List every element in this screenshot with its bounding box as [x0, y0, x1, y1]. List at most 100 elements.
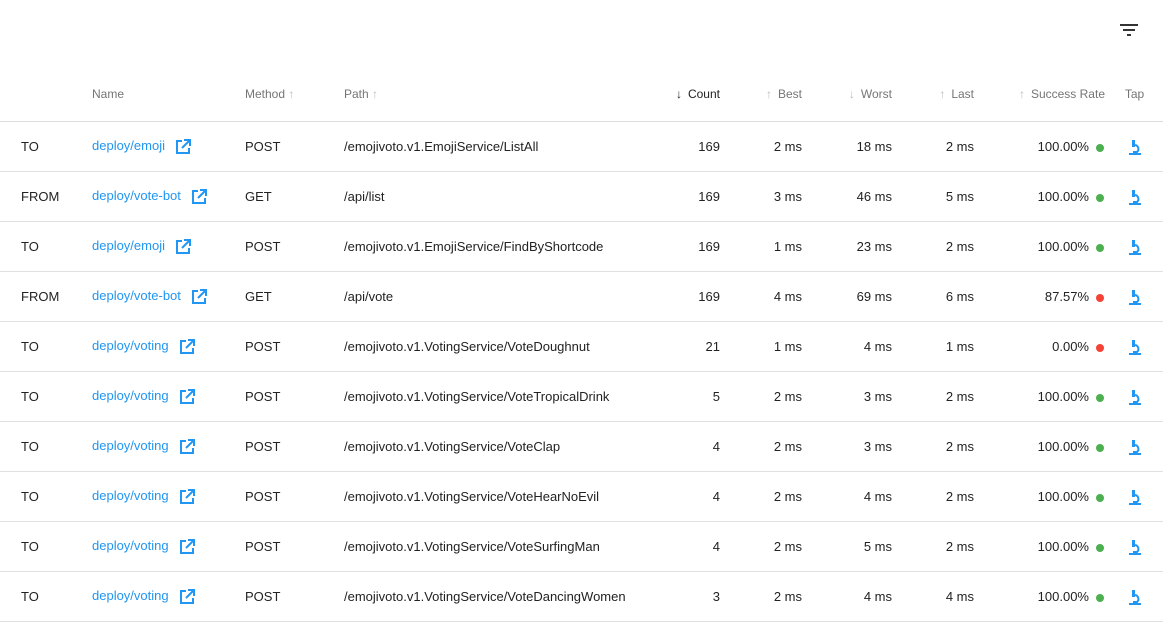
column-last[interactable]: ↑ Last — [893, 67, 975, 122]
open-in-new-icon[interactable] — [179, 388, 195, 405]
table-row: TO deploy/emoji POST /emojivoto.v1.Emoji… — [0, 221, 1163, 272]
last-latency: 1 ms — [893, 321, 975, 372]
column-method[interactable]: Method ↑ — [244, 67, 343, 122]
path: /emojivoto.v1.VotingService/VoteTropical… — [343, 371, 645, 422]
resource-cell: deploy/voting — [91, 321, 244, 372]
resource-link[interactable]: deploy/emoji — [92, 138, 165, 154]
table-header: Name Method ↑ Path ↑ ↓ Count ↑ Best ↓ Worst… — [0, 67, 1163, 122]
column-path[interactable]: Path ↑ — [343, 67, 645, 122]
worst-latency: 4 ms — [803, 571, 893, 622]
method: POST — [244, 121, 343, 172]
table-row: FROM deploy/vote-bot GET /api/list 169 3… — [0, 171, 1163, 222]
resource-link[interactable]: deploy/voting — [92, 538, 169, 554]
column-best[interactable]: ↑ Best — [721, 67, 803, 122]
resource-link[interactable]: deploy/voting — [92, 438, 169, 454]
column-name[interactable]: Name — [91, 67, 244, 122]
count: 4 — [645, 521, 721, 572]
count: 169 — [645, 121, 721, 172]
worst-latency: 18 ms — [803, 121, 893, 172]
open-in-new-icon[interactable] — [179, 588, 195, 605]
best-latency: 2 ms — [721, 121, 803, 172]
status-dot-icon — [1096, 543, 1104, 552]
path: /emojivoto.v1.EmojiService/FindByShortco… — [343, 221, 645, 272]
best-latency: 2 ms — [721, 471, 803, 522]
open-in-new-icon[interactable] — [175, 138, 191, 155]
last-latency: 2 ms — [893, 421, 975, 472]
open-in-new-icon[interactable] — [191, 288, 207, 305]
success-rate: 100.00% — [1037, 239, 1089, 254]
column-count[interactable]: ↓ Count — [645, 67, 721, 122]
path: /emojivoto.v1.VotingService/VoteDancingW… — [343, 571, 645, 622]
direction: TO — [0, 221, 91, 272]
microscope-icon[interactable] — [1128, 589, 1142, 605]
success-rate-cell: 100.00% — [975, 571, 1106, 622]
path: /emojivoto.v1.VotingService/VoteHearNoEv… — [343, 471, 645, 522]
open-in-new-icon[interactable] — [179, 338, 195, 355]
microscope-icon[interactable] — [1128, 339, 1142, 355]
column-worst[interactable]: ↓ Worst — [803, 67, 893, 122]
success-rate: 100.00% — [1037, 539, 1089, 554]
method: POST — [244, 471, 343, 522]
open-in-new-icon[interactable] — [175, 238, 191, 255]
worst-latency: 5 ms — [803, 521, 893, 572]
last-latency: 5 ms — [893, 171, 975, 222]
tap-cell — [1106, 121, 1163, 172]
success-rate-cell: 100.00% — [975, 521, 1106, 572]
table-row: TO deploy/voting POST /emojivoto.v1.Voti… — [0, 521, 1163, 572]
resource-cell: deploy/vote-bot — [91, 271, 244, 322]
column-tap: Tap — [1106, 67, 1163, 122]
sort-arrow-up-icon: ↑ — [939, 87, 946, 101]
direction: FROM — [0, 171, 91, 222]
worst-latency: 3 ms — [803, 421, 893, 472]
resource-link[interactable]: deploy/emoji — [92, 238, 165, 254]
success-rate: 100.00% — [1037, 489, 1089, 504]
resource-link[interactable]: deploy/voting — [92, 588, 169, 604]
table-row: TO deploy/emoji POST /emojivoto.v1.Emoji… — [0, 121, 1163, 172]
success-rate: 100.00% — [1037, 439, 1089, 454]
microscope-icon[interactable] — [1128, 189, 1142, 205]
tap-cell — [1106, 471, 1163, 522]
tap-cell — [1106, 171, 1163, 222]
table-row: TO deploy/voting POST /emojivoto.v1.Voti… — [0, 421, 1163, 472]
best-latency: 2 ms — [721, 421, 803, 472]
microscope-icon[interactable] — [1128, 439, 1142, 455]
tap-cell — [1106, 221, 1163, 272]
resource-link[interactable]: deploy/vote-bot — [92, 188, 181, 204]
microscope-icon[interactable] — [1128, 139, 1142, 155]
success-rate: 100.00% — [1037, 589, 1089, 604]
open-in-new-icon[interactable] — [179, 538, 195, 555]
microscope-icon[interactable] — [1128, 289, 1142, 305]
last-latency: 2 ms — [893, 221, 975, 272]
column-success-rate[interactable]: ↑ Success Rate — [975, 67, 1106, 122]
status-dot-icon — [1096, 443, 1104, 452]
method: POST — [244, 321, 343, 372]
microscope-icon[interactable] — [1128, 539, 1142, 555]
path: /emojivoto.v1.VotingService/VoteSurfingM… — [343, 521, 645, 572]
direction: TO — [0, 371, 91, 422]
microscope-icon[interactable] — [1128, 239, 1142, 255]
resource-link[interactable]: deploy/voting — [92, 338, 169, 354]
tap-cell — [1106, 521, 1163, 572]
resource-cell: deploy/vote-bot — [91, 171, 244, 222]
filter-list-icon[interactable] — [1119, 20, 1139, 40]
resource-link[interactable]: deploy/vote-bot — [92, 288, 181, 304]
worst-latency: 3 ms — [803, 371, 893, 422]
microscope-icon[interactable] — [1128, 489, 1142, 505]
resource-cell: deploy/voting — [91, 521, 244, 572]
sort-arrow-up-icon: ↑ — [765, 87, 772, 101]
open-in-new-icon[interactable] — [179, 488, 195, 505]
count: 5 — [645, 371, 721, 422]
direction: TO — [0, 571, 91, 622]
open-in-new-icon[interactable] — [179, 438, 195, 455]
open-in-new-icon[interactable] — [191, 188, 207, 205]
success-rate-cell: 100.00% — [975, 371, 1106, 422]
resource-link[interactable]: deploy/voting — [92, 488, 169, 504]
count: 169 — [645, 271, 721, 322]
success-rate-cell: 87.57% — [975, 271, 1106, 322]
success-rate: 87.57% — [1044, 289, 1089, 304]
method: POST — [244, 571, 343, 622]
resource-link[interactable]: deploy/voting — [92, 388, 169, 404]
table-row: FROM deploy/vote-bot GET /api/vote 169 4… — [0, 271, 1163, 322]
microscope-icon[interactable] — [1128, 389, 1142, 405]
count: 169 — [645, 221, 721, 272]
